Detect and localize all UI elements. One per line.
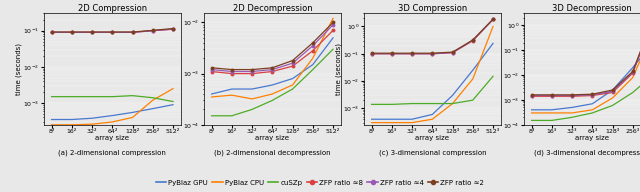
Text: (a) 2-dimensional compression: (a) 2-dimensional compression (58, 150, 166, 156)
Title: 3D Compression: 3D Compression (397, 4, 467, 13)
Legend: PyBlaz GPU, PyBlaz CPU, cuSZp, ZFP ratio ≈8, ZFP ratio ≈4, ZFP ratio ≈2: PyBlaz GPU, PyBlaz CPU, cuSZp, ZFP ratio… (153, 177, 487, 189)
Text: (b) 2-dimensional decompression: (b) 2-dimensional decompression (214, 150, 331, 156)
Title: 2D Compression: 2D Compression (77, 4, 147, 13)
X-axis label: array size: array size (95, 135, 129, 141)
X-axis label: array size: array size (575, 135, 609, 141)
Title: 3D Decompression: 3D Decompression (552, 4, 632, 13)
Text: (d) 3-dimensional decompression: (d) 3-dimensional decompression (534, 150, 640, 156)
Y-axis label: time (seconds): time (seconds) (335, 43, 342, 95)
Title: 2D Decompression: 2D Decompression (232, 4, 312, 13)
X-axis label: array size: array size (255, 135, 289, 141)
Text: (c) 3-dimensional compression: (c) 3-dimensional compression (378, 150, 486, 156)
Y-axis label: time (seconds): time (seconds) (15, 43, 22, 95)
X-axis label: array size: array size (415, 135, 449, 141)
